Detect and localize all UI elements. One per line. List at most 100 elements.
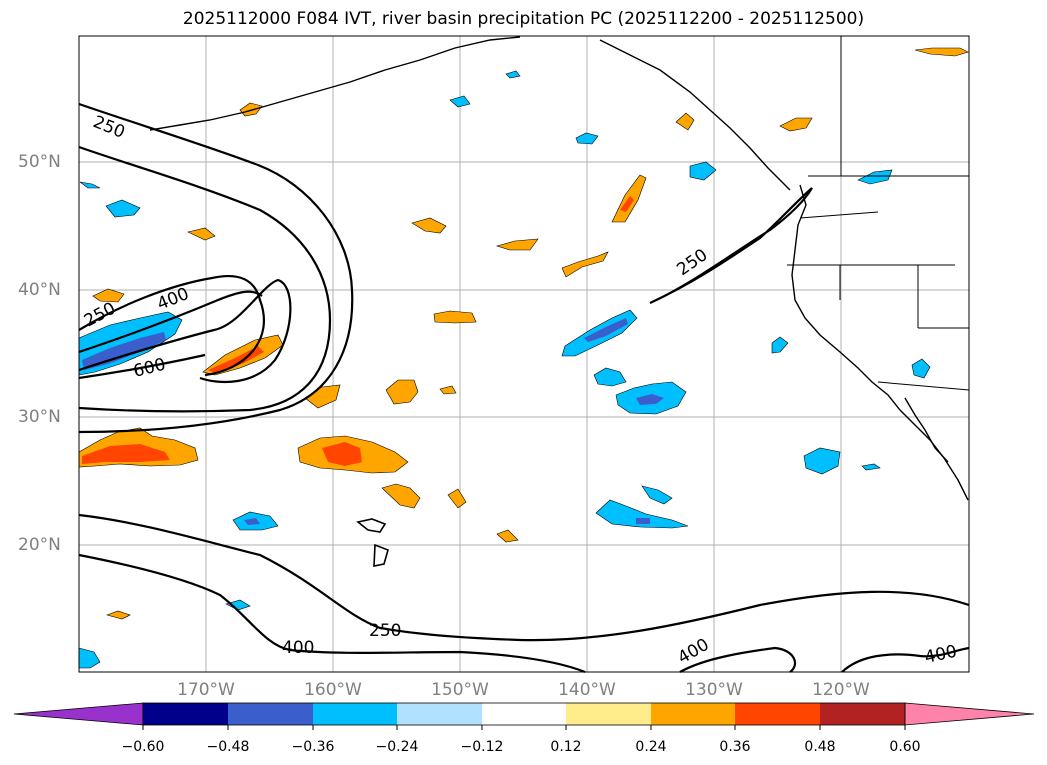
precip-area (861, 463, 881, 471)
ivt-contour (78, 145, 332, 413)
precip-area (505, 70, 521, 79)
colorbar-tick-label: −0.24 (375, 739, 419, 755)
precip-area (914, 47, 969, 57)
precip-positive-areas (78, 47, 969, 620)
colorbar-tick-label: −0.12 (460, 739, 504, 755)
precip-area (449, 95, 471, 108)
precip-area (857, 169, 893, 185)
coastline-alaska (149, 36, 521, 131)
coastline-baja (904, 397, 949, 463)
coastline-gulf-of-alaska (599, 39, 791, 191)
precip-area (593, 367, 627, 387)
precip-area (187, 227, 216, 241)
precip-area (575, 132, 599, 145)
ivt-contours (78, 102, 970, 674)
coastlines (149, 36, 969, 567)
colorbar-tick-label: 0.24 (635, 739, 667, 755)
colorbar-cell (651, 703, 735, 725)
latitude-label: 40°N (18, 280, 61, 300)
latitude-label: 30°N (18, 407, 61, 427)
precip-area (239, 102, 263, 117)
precip-area (561, 251, 609, 278)
precip-area (496, 529, 519, 543)
colorbar-extend-min (13, 702, 144, 726)
colorbar-cell (735, 703, 820, 725)
precip-area (92, 288, 125, 303)
longitude-label: 120°W (812, 680, 870, 700)
colorbar-tick-label: −0.48 (206, 739, 250, 755)
colorbar-cell (228, 703, 313, 725)
ivt-contour (78, 353, 206, 380)
longitude-label: 130°W (685, 680, 743, 700)
precip-area (447, 488, 467, 509)
precip-area (79, 181, 101, 189)
precip-area (322, 442, 362, 466)
precip-area (439, 385, 457, 395)
precip-area (82, 444, 170, 464)
precip-area (689, 161, 717, 181)
precip-area (495, 238, 539, 251)
colorbar-tick-label: −0.60 (121, 739, 165, 755)
ivt-contour (78, 553, 586, 674)
colorbar-cell (397, 703, 482, 725)
longitude-label: 140°W (558, 680, 616, 700)
colorbar (13, 702, 1035, 730)
longitude-label: 150°W (431, 680, 489, 700)
colorbar-extend-max (904, 702, 1035, 726)
precip-area (803, 447, 841, 475)
precip-area (82, 332, 166, 370)
border-us-mexico (877, 381, 970, 391)
map-border (78, 35, 970, 673)
map-title: 2025112000 F084 IVT, river basin precipi… (182, 9, 865, 29)
ivt-contour (78, 102, 354, 434)
latitude-label: 20°N (18, 535, 61, 555)
precip-area (911, 358, 931, 379)
colorbar-cell (566, 703, 651, 725)
ivt-contour (841, 646, 970, 673)
precip-area (636, 394, 664, 405)
contour-label: 250 (369, 621, 401, 641)
precip-area (779, 117, 813, 132)
longitude-label: 170°W (177, 680, 235, 700)
colorbar-tick-label: −0.36 (291, 739, 335, 755)
precip-area (771, 336, 789, 354)
precip-area (385, 379, 419, 405)
colorbar-tick-label: 0.12 (550, 739, 582, 755)
colorbar-cell (820, 703, 905, 725)
ivt-contour (78, 274, 266, 377)
ivt-contour (78, 290, 263, 354)
ivt-contour (649, 187, 813, 305)
precip-area (584, 318, 628, 342)
colorbar-tick-label: 0.36 (719, 739, 751, 755)
precip-area (675, 112, 695, 131)
ivt-contour (78, 513, 970, 642)
contour-label: 400 (282, 638, 314, 658)
political-borders (787, 36, 970, 391)
colorbar-tick-label: 0.60 (889, 739, 921, 755)
precip-area (641, 485, 673, 505)
precip-negative-areas (78, 70, 931, 669)
colorbar-tick-label: 0.48 (804, 739, 836, 755)
ivt-contour (679, 646, 797, 673)
precip-area (105, 199, 141, 218)
precip-area (595, 499, 689, 529)
precip-area (381, 483, 421, 509)
ivt-contour (78, 278, 292, 384)
precip-area (636, 518, 650, 524)
map-frame (79, 36, 969, 672)
colorbar-cell (482, 703, 566, 725)
precip-area (620, 196, 634, 212)
graticule (79, 36, 969, 672)
longitude-label: 160°W (304, 680, 362, 700)
border-wa-or (799, 211, 879, 219)
hawaii-islands (356, 518, 389, 567)
colorbar-cell (313, 703, 397, 725)
colorbar-outline (142, 702, 906, 726)
precip-area (244, 518, 260, 525)
precip-area (106, 610, 131, 620)
precip-area (433, 310, 477, 324)
precip-area (411, 217, 447, 234)
colorbar-cell (143, 703, 228, 725)
latitude-label: 50°N (18, 152, 61, 172)
